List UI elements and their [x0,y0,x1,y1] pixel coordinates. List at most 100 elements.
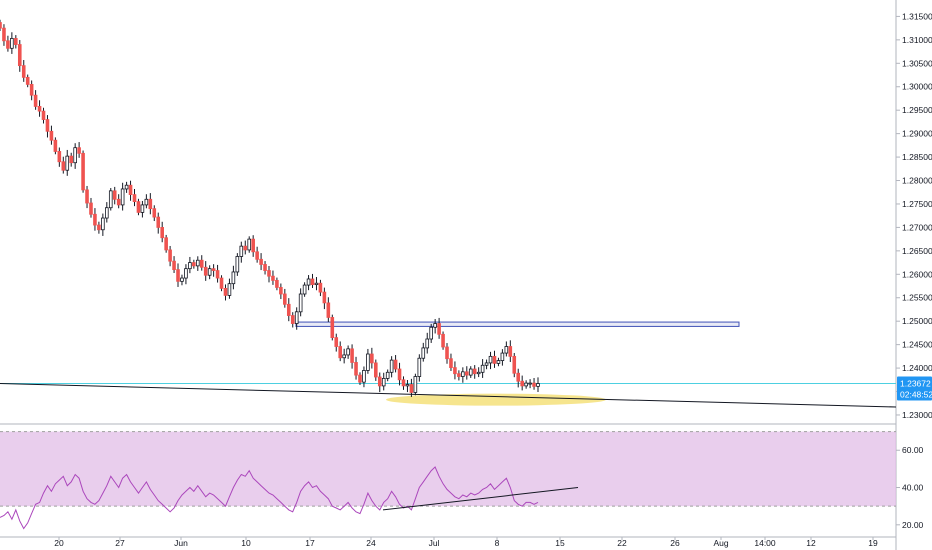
candle[interactable] [21,60,26,82]
candle[interactable] [279,283,283,300]
candle[interactable] [148,193,153,215]
candle[interactable] [81,150,85,193]
candle[interactable] [488,351,493,370]
candle[interactable] [449,353,453,371]
candle[interactable] [322,287,327,310]
candle[interactable] [136,198,141,216]
candle[interactable] [231,265,236,290]
candle[interactable] [385,369,390,382]
candle[interactable] [370,347,374,369]
candle[interactable] [516,368,521,388]
candle[interactable] [286,298,291,322]
candle[interactable] [108,188,113,211]
candle[interactable] [25,74,30,88]
candle[interactable] [37,100,42,117]
candle[interactable] [192,259,196,269]
candle[interactable] [290,312,295,328]
candle[interactable] [235,253,240,276]
candle[interactable] [318,279,323,297]
candle[interactable] [116,194,121,209]
candle[interactable] [207,265,212,280]
candle[interactable] [314,277,319,291]
candle[interactable] [500,349,505,366]
candle[interactable] [227,278,232,299]
candle[interactable] [298,288,303,317]
candle[interactable] [2,24,6,46]
candle[interactable] [57,147,62,167]
candle[interactable] [211,264,216,277]
candle[interactable] [381,372,386,391]
rsi-divergence-line[interactable] [382,487,579,511]
candle[interactable] [441,331,445,350]
candle[interactable] [97,221,101,234]
candle[interactable] [536,377,540,392]
candle[interactable] [433,319,437,334]
candle[interactable] [33,90,38,110]
candle[interactable] [77,142,81,158]
candle[interactable] [172,256,176,273]
candle[interactable] [271,270,275,285]
candle[interactable] [294,307,299,330]
candle[interactable] [330,314,335,341]
candle[interactable] [112,186,117,205]
resistance-zone[interactable] [295,321,740,327]
candle[interactable] [140,200,145,218]
candle[interactable] [275,277,279,291]
candle[interactable] [457,370,461,381]
candle[interactable] [219,275,224,292]
candle[interactable] [184,264,188,285]
candle[interactable] [342,348,346,364]
candle[interactable] [453,361,457,380]
candle[interactable] [199,255,204,271]
candle[interactable] [283,288,287,308]
candle[interactable] [17,40,22,72]
candle[interactable] [464,366,469,380]
candle[interactable] [346,345,350,359]
candle[interactable] [504,341,509,357]
candle[interactable] [195,256,200,271]
candle[interactable] [93,208,97,231]
candle[interactable] [0,19,2,31]
candle[interactable] [203,261,208,281]
candle[interactable] [89,197,93,218]
candle[interactable] [69,152,74,167]
candle[interactable] [310,273,315,288]
candle[interactable] [132,188,137,207]
candle[interactable] [362,366,366,388]
candle[interactable] [306,275,311,291]
candle[interactable] [354,356,358,380]
candle[interactable] [461,367,465,383]
candle[interactable] [263,261,267,275]
candle[interactable] [437,317,441,339]
candle[interactable] [421,342,426,362]
candle[interactable] [472,365,477,379]
candle[interactable] [496,357,501,367]
candle[interactable] [338,341,343,362]
candle[interactable] [180,274,184,286]
candle[interactable] [429,323,433,343]
candle[interactable] [374,359,378,381]
candle[interactable] [156,212,161,234]
candle[interactable] [49,125,54,145]
candle[interactable] [508,340,513,362]
candle[interactable] [358,372,362,385]
candle[interactable] [101,213,105,236]
candle[interactable] [334,333,339,352]
candle[interactable] [302,282,307,297]
candle[interactable] [53,137,58,155]
candle[interactable] [528,379,532,389]
candle[interactable] [164,234,168,253]
candle[interactable] [124,181,129,193]
candle[interactable] [29,80,34,101]
trendline[interactable] [0,383,897,408]
candle[interactable] [61,156,66,174]
candle[interactable] [445,343,449,364]
candle[interactable] [366,348,370,374]
candle[interactable] [65,149,70,176]
candle[interactable] [247,236,252,253]
candle[interactable] [152,205,157,222]
candle[interactable] [532,378,536,390]
candle[interactable] [401,376,406,390]
